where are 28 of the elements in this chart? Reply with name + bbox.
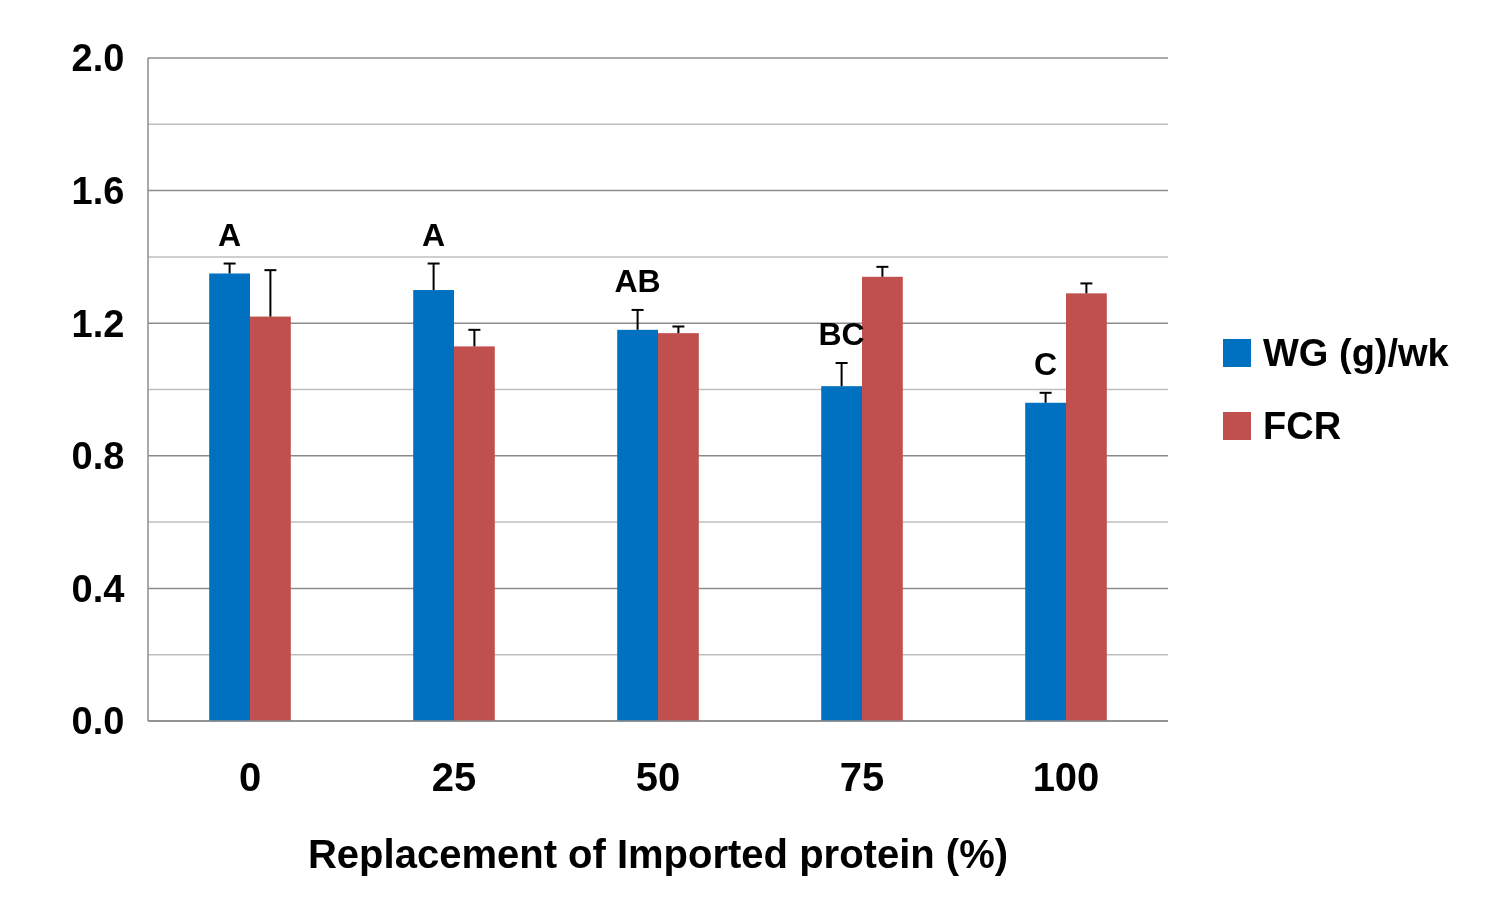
y-tick-label: 1.6: [71, 169, 125, 212]
bar: [658, 333, 699, 721]
bar: [617, 329, 658, 721]
annotation: AB: [614, 262, 661, 299]
bar: [821, 386, 862, 721]
annotation: A: [422, 216, 446, 253]
bar: [413, 290, 454, 721]
y-tick-label: 2.0: [71, 37, 125, 80]
bar: [250, 316, 291, 721]
y-tick-label: 0.0: [71, 700, 125, 743]
x-tick-label: 100: [1032, 755, 1100, 799]
annotation: A: [218, 216, 242, 253]
bar: [1066, 293, 1107, 721]
x-axis-title: Replacement of Imported protein (%): [307, 832, 1009, 876]
x-tick-label: 50: [635, 755, 681, 799]
bar: [454, 346, 495, 721]
x-tick-label: 0: [238, 755, 262, 799]
y-tick-label: 0.4: [71, 567, 125, 610]
x-tick-label: 75: [839, 755, 885, 799]
legend-label: FCR: [1263, 405, 1342, 448]
bar: [1025, 402, 1066, 721]
annotation: C: [1034, 345, 1058, 382]
bar: [862, 276, 903, 721]
bar: [209, 273, 250, 721]
x-tick-label: 25: [431, 755, 477, 799]
legend-label: WG (g)/wk: [1263, 332, 1450, 375]
y-tick-label: 1.2: [71, 302, 125, 345]
y-tick-label: 0.8: [71, 435, 125, 478]
